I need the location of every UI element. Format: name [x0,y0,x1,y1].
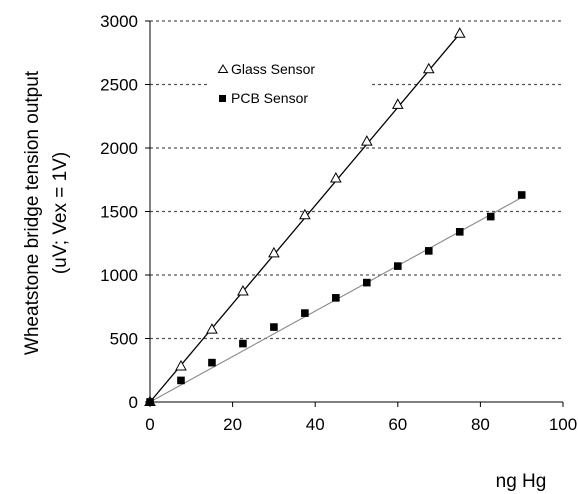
glass-point-5 [299,208,311,220]
x-tick-label-80: 80 [471,415,490,434]
pcb-point-9 [424,247,433,255]
tick-labels: 0 500 1000 1500 2000 2500 3000 0 20 40 60 80 100 [100,12,577,434]
legend-pcb-label: PCB Sensor [231,90,308,106]
pcb-point-6 [332,294,340,302]
legend-pcb-marker [219,95,226,102]
y-tick-label-1500: 1500 [100,203,138,222]
pcb-point-5 [301,309,309,317]
legend-background [207,53,369,118]
pcb-point-11 [486,212,495,221]
glass-point-4 [268,246,280,258]
y-tick-label-2000: 2000 [100,139,138,158]
pcb-point-12 [517,191,526,199]
x-tick-label-0: 0 [145,415,154,434]
glass-point-3 [237,284,249,296]
glass-point-2 [206,323,218,334]
y-tick-label-2500: 2500 [100,76,138,95]
pcb-point-8 [394,262,402,270]
pcb-point-10 [455,228,464,236]
y-axis-title-line1: Wheatstone bridge tension output [22,70,43,355]
legend-glass-marker [217,64,229,73]
y-tick-label-1000: 1000 [100,266,138,285]
pcb-point-4 [270,323,278,331]
pcb-point-7 [363,278,371,287]
pcb-point-1 [177,376,185,385]
legend-glass-label: Glass Sensor [231,61,315,77]
x-tick-label-40: 40 [306,415,325,434]
pcb-point-2 [208,358,216,367]
glass-point-9 [422,62,435,74]
pcb-point-0 [146,398,154,406]
y-axis-title-line2: (uV; Vex = 1V) [50,152,71,274]
glass-point-7 [360,135,373,146]
glass-point-10 [453,27,466,38]
axes [145,20,564,407]
glass-point-8 [391,98,404,109]
x-tick-label-20: 20 [223,415,242,434]
pcb-point-3 [239,339,247,348]
glass-point-1 [175,359,187,371]
y-tick-label-500: 500 [110,330,138,349]
y-tick-label-3000: 3000 [100,12,138,31]
legend: Glass Sensor PCB Sensor [207,53,369,118]
x-tick-label-100: 100 [549,415,577,434]
y-tick-label-0: 0 [129,393,138,412]
x-tick-label-60: 60 [388,415,407,434]
x-axis-title: ng Hg [496,471,547,492]
data-markers [144,27,526,406]
glass-point-6 [330,171,342,183]
